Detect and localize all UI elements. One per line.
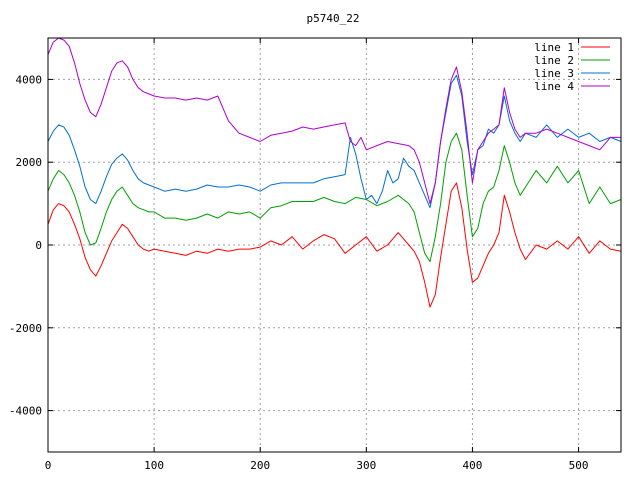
- y-tick-label: 4000: [16, 73, 43, 86]
- series-lines: [47, 37, 622, 308]
- axis-ticks: 0 100 200 300 400 500 -4000 -2000 0 2000 4000: [9, 38, 621, 472]
- x-tick-label: 0: [45, 459, 52, 472]
- x-tick-label: 300: [356, 459, 376, 472]
- legend-label: line 2: [534, 54, 574, 67]
- grid: [47, 38, 621, 452]
- y-tick-label: 0: [35, 239, 42, 252]
- y-tick-label: 2000: [16, 156, 43, 169]
- x-tick-label: 100: [144, 459, 164, 472]
- legend-label: line 4: [534, 80, 574, 93]
- series-line-1: [47, 182, 622, 308]
- y-tick-label: -4000: [9, 405, 42, 418]
- x-tick-label: 200: [250, 459, 270, 472]
- series-line-4: [47, 37, 621, 205]
- legend-label: line 3: [534, 67, 574, 80]
- series-line-3: [47, 74, 622, 209]
- series-line-2: [47, 132, 622, 263]
- y-tick-label: -2000: [9, 322, 42, 335]
- legend-label: line 1: [534, 41, 574, 54]
- x-tick-label: 400: [463, 459, 483, 472]
- chart-title: p5740_22: [307, 12, 360, 25]
- x-tick-label: 500: [569, 459, 589, 472]
- plot-frame: [47, 37, 622, 453]
